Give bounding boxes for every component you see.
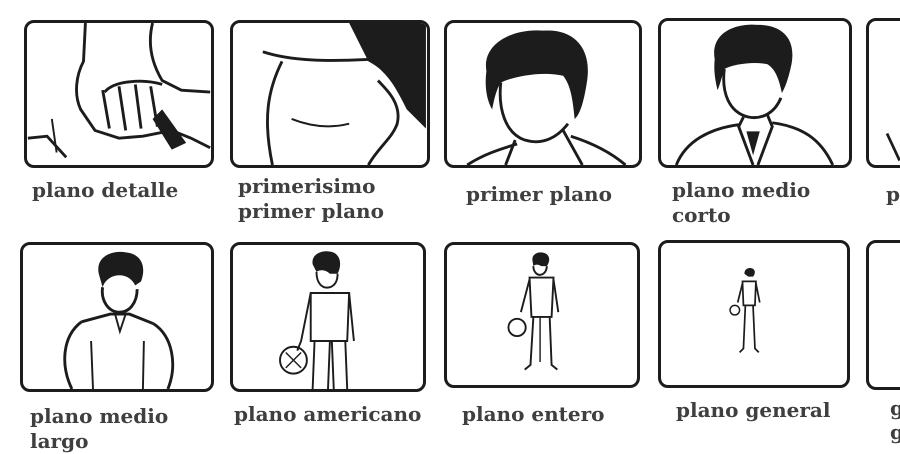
frame-plano-americano xyxy=(230,242,426,392)
medium-closeup-illustration xyxy=(674,24,835,165)
frame-plano-general xyxy=(658,240,850,388)
label-plano-medio-largo: plano medio largo xyxy=(30,404,169,453)
label-plano-general: plano general xyxy=(676,398,831,422)
american-shot-illustration xyxy=(279,251,355,389)
closeup-face-illustration xyxy=(466,30,627,165)
label-plano-detalle: plano detalle xyxy=(32,178,179,202)
partial-illustration xyxy=(885,132,900,162)
frame-partial-bottom xyxy=(866,240,900,390)
extreme-closeup-face-illustration xyxy=(262,23,426,165)
long-shot-illustration xyxy=(729,268,761,353)
frame-primer-plano xyxy=(444,20,642,168)
frame-plano-medio-corto xyxy=(658,18,852,168)
frame-primerisimo-primer-plano xyxy=(230,20,430,168)
label-primer-plano: primer plano xyxy=(466,182,612,206)
label-partial-top: p xyxy=(886,182,900,206)
frame-plano-medio-largo xyxy=(20,242,214,392)
hand-detail-illustration xyxy=(27,23,211,159)
label-primerisimo-primer-plano: primerisimo primer plano xyxy=(238,174,384,223)
label-partial-bottom: g g xyxy=(890,396,900,444)
full-shot-illustration xyxy=(507,252,560,371)
frame-plano-detalle xyxy=(24,20,214,168)
label-plano-entero: plano entero xyxy=(462,402,605,426)
frame-plano-entero xyxy=(444,242,640,388)
label-plano-americano: plano americano xyxy=(234,402,422,426)
frame-partial-top xyxy=(866,18,900,168)
medium-long-shot-illustration xyxy=(63,251,175,389)
label-plano-medio-corto: plano medio corto xyxy=(672,178,811,227)
